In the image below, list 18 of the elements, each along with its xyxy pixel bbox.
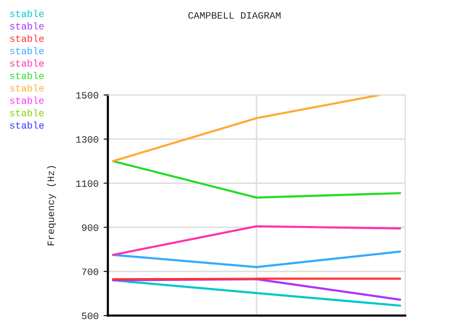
text: stable [10,84,44,92]
y-axis-title: Frequency (Hz) [46,166,56,246]
text: stable [10,22,44,30]
legend-label: stable [10,96,44,104]
y-tick-label: 500 [82,312,98,320]
text: stable [10,72,44,80]
legend-label: stable [10,122,44,129]
y-tick-label: 1300 [76,136,98,143]
text: stable [10,47,44,54]
text: stable [10,34,44,42]
y-tick-label: 1100 [76,180,98,187]
y-tick-label: 900 [82,224,98,231]
chart-title: CAMPBELL DIAGRAM [188,12,281,19]
y-tick-label: 700 [82,268,98,276]
text: stable [10,60,44,67]
y-tick-label: 1500 [76,92,98,99]
text: stable [10,10,44,18]
legend-label: stable [10,109,44,116]
